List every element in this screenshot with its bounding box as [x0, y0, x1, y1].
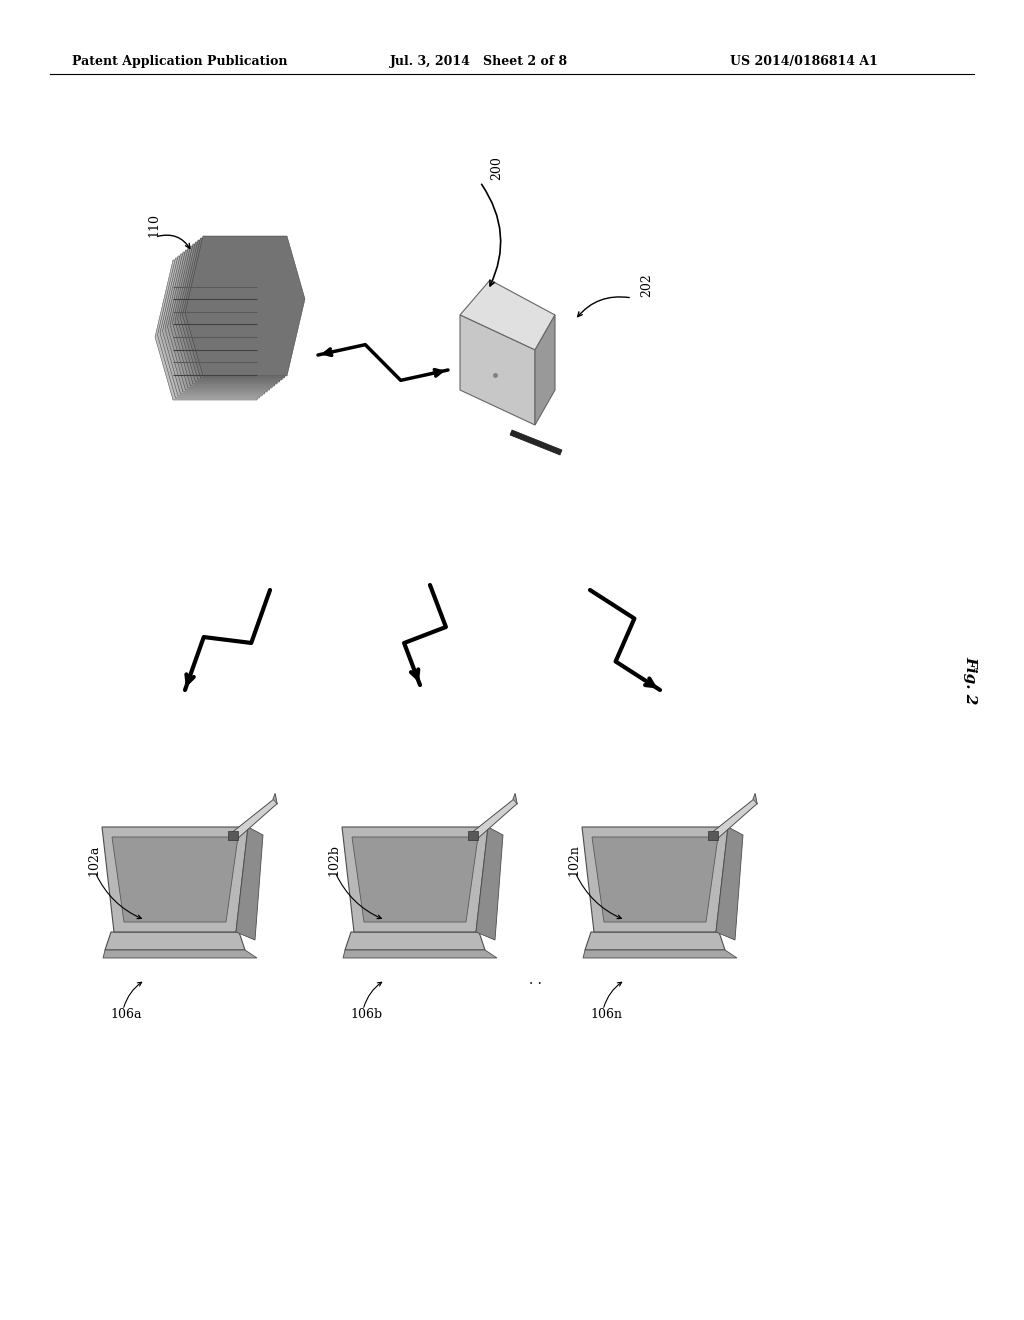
Polygon shape: [510, 430, 562, 455]
Polygon shape: [468, 832, 478, 840]
Polygon shape: [345, 932, 485, 950]
Polygon shape: [185, 236, 305, 376]
Text: Patent Application Publication: Patent Application Publication: [72, 55, 288, 69]
FancyArrowPatch shape: [158, 235, 189, 248]
Text: 106b: 106b: [350, 1008, 382, 1022]
Polygon shape: [582, 828, 728, 932]
FancyArrowPatch shape: [481, 185, 501, 286]
FancyArrowPatch shape: [578, 297, 630, 317]
Polygon shape: [177, 242, 298, 381]
FancyArrowPatch shape: [577, 875, 622, 919]
FancyArrowPatch shape: [336, 875, 381, 919]
Polygon shape: [172, 246, 293, 385]
Polygon shape: [535, 315, 555, 425]
Polygon shape: [753, 793, 758, 804]
Polygon shape: [103, 950, 257, 958]
Polygon shape: [102, 828, 248, 932]
Text: 102b: 102b: [327, 843, 340, 876]
Polygon shape: [460, 280, 555, 350]
Polygon shape: [175, 244, 295, 384]
Text: Jul. 3, 2014   Sheet 2 of 8: Jul. 3, 2014 Sheet 2 of 8: [390, 55, 568, 69]
Polygon shape: [163, 253, 283, 393]
Polygon shape: [716, 828, 743, 940]
Polygon shape: [165, 252, 285, 392]
Polygon shape: [112, 837, 238, 921]
Polygon shape: [158, 257, 278, 399]
Text: US 2014/0186814 A1: US 2014/0186814 A1: [730, 55, 878, 69]
FancyArrowPatch shape: [124, 982, 141, 1007]
Polygon shape: [168, 249, 288, 389]
FancyArrowPatch shape: [96, 875, 141, 919]
Polygon shape: [343, 950, 497, 958]
Polygon shape: [230, 793, 276, 841]
Text: 110: 110: [147, 213, 160, 238]
Polygon shape: [585, 932, 725, 950]
Polygon shape: [160, 256, 280, 396]
Polygon shape: [155, 260, 275, 400]
Text: 102a: 102a: [87, 845, 100, 875]
Polygon shape: [470, 793, 517, 841]
Text: Fig. 2: Fig. 2: [963, 656, 977, 704]
Polygon shape: [170, 248, 290, 388]
Polygon shape: [272, 793, 278, 804]
Polygon shape: [708, 832, 718, 840]
Text: . .: . .: [528, 973, 542, 987]
Polygon shape: [460, 315, 535, 425]
Polygon shape: [513, 793, 517, 804]
Text: 106a: 106a: [110, 1008, 141, 1022]
Polygon shape: [105, 932, 245, 950]
Polygon shape: [711, 793, 757, 841]
Text: 106n: 106n: [590, 1008, 622, 1022]
Polygon shape: [182, 238, 302, 378]
Polygon shape: [228, 832, 238, 840]
Polygon shape: [180, 240, 300, 380]
Polygon shape: [476, 828, 503, 940]
FancyArrowPatch shape: [604, 982, 622, 1007]
Polygon shape: [352, 837, 478, 921]
Text: 102n: 102n: [567, 843, 580, 876]
Polygon shape: [236, 828, 263, 940]
Polygon shape: [592, 837, 718, 921]
Text: 202: 202: [640, 273, 653, 297]
FancyArrowPatch shape: [364, 982, 382, 1007]
Polygon shape: [583, 950, 737, 958]
Polygon shape: [342, 828, 488, 932]
Text: 200: 200: [490, 156, 503, 180]
